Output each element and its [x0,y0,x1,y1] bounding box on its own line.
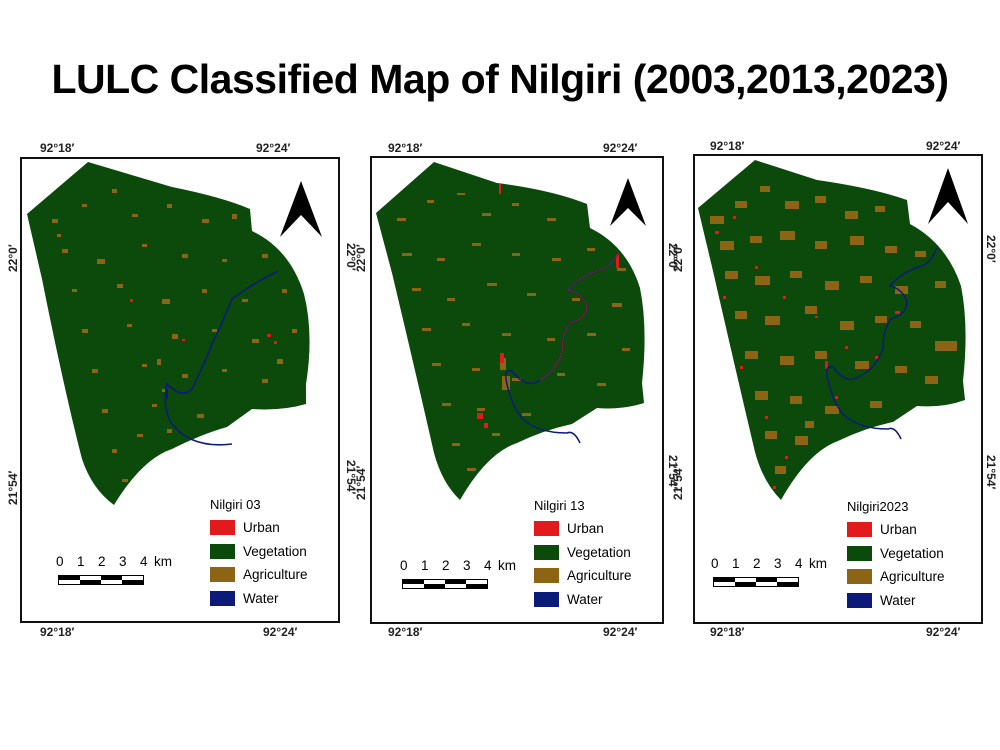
lulc-map-2023 [698,160,966,500]
map-panel-2013: 0 1 2 3 4 km Nilgiri 13 Urban Vegetation… [370,156,664,624]
urban-swatch [210,520,235,536]
top-lon-left-1: 92°18′ [40,141,75,155]
bottom-lon-left-2: 92°18′ [388,625,423,639]
scale-tick: 3 [119,554,127,569]
legend-2003: Nilgiri 03 Urban Vegetation Agriculture … [210,497,308,610]
region-polygon [376,162,645,500]
water-swatch [847,592,872,608]
north-arrow-icon [280,181,322,237]
left-lat-top-2: 22°0′ [354,244,368,272]
bottom-lon-left-3: 92°18′ [710,625,745,639]
legend-title: Nilgiri 13 [534,498,585,513]
scale-tick: 0 [400,558,408,573]
legend-item-agriculture: Agriculture [534,564,632,588]
bottom-lon-right-1: 92°24′ [263,625,298,639]
scale-bar-2: 0 1 2 3 4 km [400,558,516,589]
top-lon-left-2: 92°18′ [388,141,423,155]
bottom-lon-right-2: 92°24′ [603,625,638,639]
scale-tick: 1 [732,556,740,571]
agriculture-swatch [210,567,235,583]
vegetation-swatch [847,545,872,561]
scale-bar-1: 0 1 2 3 4 km [56,554,172,585]
scale-unit: km [809,556,827,571]
scale-bar-3: 0 1 2 3 4 km [711,556,827,587]
region-polygon [698,160,966,500]
legend-2023: Nilgiri2023 Urban Vegetation Agriculture… [847,499,945,612]
legend-item-agriculture: Agriculture [847,565,945,589]
vegetation-swatch [210,543,235,559]
north-arrow-icon [610,178,646,226]
lulc-map-2013 [376,162,645,500]
legend-item-urban: Urban [847,518,945,542]
legend-item-urban: Urban [210,516,308,540]
water-swatch [210,590,235,606]
legend-title: Nilgiri2023 [847,499,909,514]
scale-tick: 1 [77,554,85,569]
scale-tick: 2 [442,558,450,573]
scale-bar-graphic [402,579,488,589]
scale-bar-graphic [58,575,144,585]
left-lat-bottom-2: 21°54′ [354,465,368,500]
right-lat-bottom-3: 21°54′ [984,455,998,490]
scale-bar-graphic [713,577,799,587]
north-arrow-icon [928,168,968,224]
scale-tick: 0 [711,556,719,571]
scale-tick: 1 [421,558,429,573]
left-lat-top-3: 22°0′ [671,244,685,272]
right-lat-top-3: 22°0′ [984,235,998,263]
legend-item-water: Water [210,587,308,611]
scale-tick: 3 [774,556,782,571]
scale-tick: 3 [463,558,471,573]
top-lon-right-1: 92°24′ [256,141,291,155]
scale-tick: 0 [56,554,64,569]
scale-tick: 2 [98,554,106,569]
agriculture-swatch [847,569,872,585]
scale-tick: 4 [795,556,803,571]
legend-item-vegetation: Vegetation [847,542,945,566]
scale-unit: km [154,554,172,569]
agriculture-swatch [534,568,559,584]
urban-swatch [534,521,559,537]
scale-unit: km [498,558,516,573]
scale-tick: 2 [753,556,761,571]
legend-item-vegetation: Vegetation [534,541,632,565]
vegetation-swatch [534,544,559,560]
bottom-lon-right-3: 92°24′ [926,625,961,639]
top-lon-right-2: 92°24′ [603,141,638,155]
top-lon-left-3: 92°18′ [710,139,745,153]
map-panel-2003: 0 1 2 3 4 km Nilgiri 03 Urban Vegetation… [20,157,340,623]
top-lon-right-3: 92°24′ [926,139,961,153]
left-lat-bottom-3: 21°54′ [671,465,685,500]
legend-item-agriculture: Agriculture [210,563,308,587]
bottom-lon-left-1: 92°18′ [40,625,75,639]
urban-swatch [847,522,872,538]
map-title: LULC Classified Map of Nilgiri (2003,201… [51,56,949,102]
scale-tick: 4 [140,554,148,569]
legend-2013: Nilgiri 13 Urban Vegetation Agriculture … [534,498,632,611]
region-polygon [27,162,310,505]
scale-tick: 4 [484,558,492,573]
lulc-map-2003 [27,162,310,505]
legend-item-urban: Urban [534,517,632,541]
legend-item-vegetation: Vegetation [210,540,308,564]
left-lat-top-1: 22°0′ [6,244,20,272]
legend-item-water: Water [847,589,945,613]
water-swatch [534,591,559,607]
legend-title: Nilgiri 03 [210,497,261,512]
left-lat-bottom-1: 21°54′ [6,470,20,505]
map-panel-2023: 0 1 2 3 4 km Nilgiri2023 Urban Vegetatio… [693,154,983,624]
legend-item-water: Water [534,588,632,612]
